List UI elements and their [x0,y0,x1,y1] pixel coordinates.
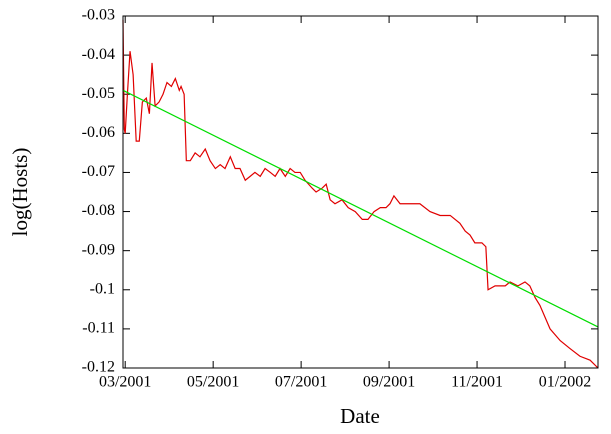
x-axis-label: Date [340,404,380,428]
plot-frame [122,15,599,369]
y-tick-label: -0.03 [82,7,115,24]
y-tick-label: -0.09 [82,241,115,258]
series-line [122,19,599,369]
x-tick-label: 05/2001 [187,374,239,391]
x-tick-label: 01/2002 [539,374,591,391]
x-tick-label: 09/2001 [363,374,415,391]
y-tick-label: -0.06 [82,124,115,141]
series-line [122,89,599,328]
y-axis-label: log(Hosts) [8,148,32,237]
y-tick-label: -0.12 [82,359,115,376]
x-tick-label: 11/2001 [451,374,503,391]
y-tick-label: -0.11 [82,320,115,337]
y-tick-label: -0.07 [82,163,115,180]
y-tick-label: -0.1 [90,280,115,297]
y-tick-label: -0.08 [82,202,115,219]
x-tick-label: 03/2001 [99,374,151,391]
x-tick-label: 07/2001 [275,374,327,391]
y-tick-label: -0.05 [82,85,115,102]
y-tick-label: -0.04 [82,46,115,63]
